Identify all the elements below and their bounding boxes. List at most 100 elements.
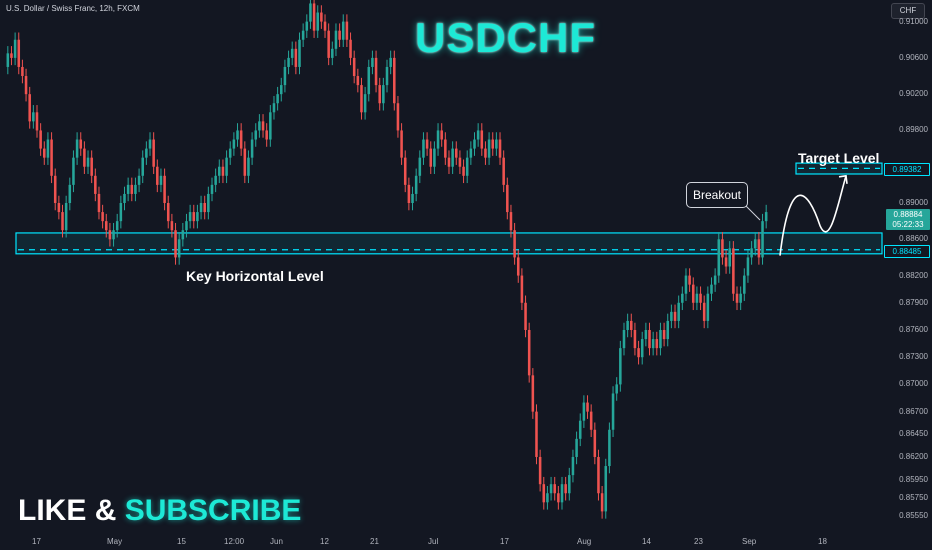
- candle-body: [600, 493, 604, 512]
- price-label: 0.87000: [899, 379, 928, 389]
- candle-body: [32, 112, 35, 122]
- candle-body: [349, 39, 352, 58]
- candle-body: [243, 148, 247, 176]
- candle-body: [498, 139, 502, 158]
- candle-body: [258, 121, 261, 131]
- candle-body: [630, 320, 633, 330]
- candle-body: [385, 66, 389, 86]
- candle-body: [418, 157, 422, 176]
- candle-body: [10, 53, 13, 58]
- candle-body: [637, 348, 640, 358]
- price-label: 0.89800: [899, 125, 928, 135]
- candle-body: [422, 139, 425, 158]
- candle-body: [564, 484, 567, 494]
- candle-body: [35, 112, 39, 131]
- time-label: Sep: [742, 537, 757, 546]
- candle-body: [75, 139, 79, 158]
- currency-button[interactable]: CHF: [891, 3, 925, 19]
- time-axis[interactable]: 17 May 15 12:00 Jun 12 21 Jul 17 Aug 14 23 Sep 18: [0, 535, 884, 550]
- candle-body: [305, 21, 309, 31]
- candle-body: [513, 230, 516, 258]
- candle-body: [68, 184, 72, 204]
- time-label: 12:00: [224, 537, 245, 546]
- price-label: 0.85950: [899, 474, 928, 484]
- candle-body: [367, 66, 371, 95]
- candle-body: [651, 339, 655, 349]
- candle-body: [301, 30, 305, 40]
- candle-body: [575, 438, 578, 457]
- price-tag: 0.88485: [884, 244, 930, 258]
- candle-body: [123, 193, 126, 204]
- candle-body: [345, 21, 349, 40]
- candle-body: [156, 166, 159, 185]
- candle-body: [702, 302, 706, 321]
- candle-body: [28, 94, 31, 122]
- time-label: Jul: [428, 537, 439, 546]
- time-label: 17: [500, 537, 509, 546]
- candle-body: [615, 384, 618, 394]
- price-tag: 05:22:33: [886, 218, 930, 230]
- candle-body: [506, 184, 509, 213]
- like-subscribe-banner: LIKE & SUBSCRIBE: [18, 494, 301, 528]
- candle-body: [728, 248, 731, 267]
- candle-body: [43, 148, 46, 158]
- time-label: May: [107, 537, 123, 546]
- candle-body: [487, 139, 491, 158]
- candle-body: [681, 293, 684, 303]
- projection-path: [779, 175, 847, 256]
- candle-body: [476, 130, 480, 140]
- candle-body: [39, 130, 42, 149]
- candle-body: [210, 184, 214, 194]
- price-label: 0.88200: [899, 270, 928, 280]
- candle-body: [462, 166, 465, 176]
- candle-body: [170, 221, 174, 231]
- subscribe-text: SUBSCRIBE: [124, 494, 302, 527]
- candle-body: [185, 221, 188, 231]
- candle-body: [538, 456, 542, 485]
- candlestick-chart[interactable]: [0, 0, 884, 535]
- time-label: 15: [177, 537, 186, 546]
- candle-body: [13, 39, 17, 58]
- candle-body: [677, 302, 680, 321]
- candle-body: [334, 30, 338, 49]
- candle-body: [593, 429, 597, 457]
- candle-body: [316, 12, 320, 31]
- candle-body: [458, 157, 462, 167]
- candle-body: [560, 484, 564, 503]
- candle-body: [429, 148, 433, 167]
- candle-body: [276, 94, 279, 104]
- candle-body: [17, 39, 21, 67]
- candle-body: [119, 203, 123, 222]
- candle-body: [673, 311, 677, 321]
- candle-body: [236, 130, 239, 140]
- candle-body: [112, 230, 115, 240]
- price-axis[interactable]: 0.91000 0.90600 0.90200 0.89800 0.89382 0.890…: [884, 0, 932, 535]
- candle-body: [290, 48, 294, 58]
- candle-body: [713, 275, 717, 285]
- time-label: Aug: [577, 537, 592, 546]
- candle-body: [524, 302, 527, 330]
- candle-body: [218, 166, 221, 176]
- price-label: 0.89000: [899, 198, 928, 207]
- candle-body: [174, 230, 177, 258]
- candle-body: [622, 329, 626, 349]
- candle-body: [283, 66, 287, 86]
- candle-body: [148, 139, 152, 149]
- candle-body: [444, 139, 447, 158]
- candle-body: [411, 193, 414, 204]
- candle-body: [141, 157, 144, 176]
- candle-body: [181, 230, 185, 240]
- candle-body: [509, 212, 513, 231]
- symbol-info[interactable]: U.S. Dollar / Swiss Franc, 12h, FXCM: [6, 4, 140, 13]
- candle-body: [706, 293, 710, 321]
- candle-body: [228, 148, 232, 158]
- candle-body: [608, 429, 611, 467]
- candle-body: [670, 311, 673, 321]
- ampersand-text: &: [94, 494, 117, 527]
- candle-body: [199, 203, 203, 213]
- candle-body: [619, 348, 622, 385]
- candle-body: [761, 221, 764, 258]
- candle-body: [287, 57, 290, 67]
- candle-body: [586, 402, 589, 412]
- candle-body: [571, 456, 575, 476]
